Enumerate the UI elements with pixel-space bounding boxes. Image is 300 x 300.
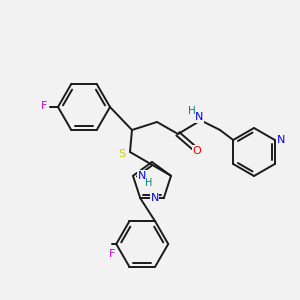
- Text: F: F: [41, 101, 47, 111]
- Text: N: N: [195, 112, 203, 122]
- Text: N: N: [151, 193, 159, 203]
- Text: N: N: [138, 171, 146, 181]
- Text: N: N: [277, 135, 285, 145]
- Text: F: F: [109, 249, 116, 259]
- Text: O: O: [193, 146, 201, 156]
- Text: S: S: [118, 149, 126, 159]
- Text: H: H: [188, 106, 196, 116]
- Text: H: H: [145, 178, 153, 188]
